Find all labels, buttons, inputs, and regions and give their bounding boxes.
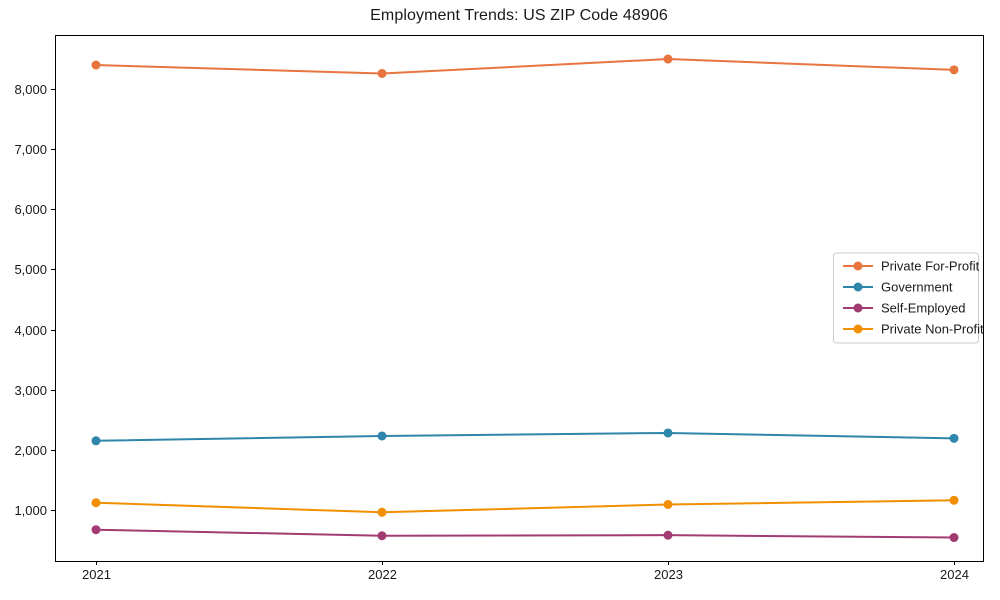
y-tick-label: 1,000 xyxy=(14,503,47,518)
legend-marker-government xyxy=(853,282,863,292)
legend-label-self-employed: Self-Employed xyxy=(881,301,966,316)
x-tick-label: 2022 xyxy=(368,567,397,582)
legend-marker-private-non-profit xyxy=(853,324,863,334)
y-tick-label: 7,000 xyxy=(14,142,47,157)
data-point-self-employed-2022 xyxy=(377,531,387,541)
data-point-private-non-profit-2021 xyxy=(91,498,101,508)
data-point-government-2021 xyxy=(91,436,101,446)
data-point-private-for-profit-2024 xyxy=(949,65,959,75)
y-tick-label: 2,000 xyxy=(14,443,47,458)
y-tick-label: 6,000 xyxy=(14,202,47,217)
legend-box xyxy=(833,252,979,344)
x-tick-label: 2021 xyxy=(82,567,111,582)
data-point-private-non-profit-2024 xyxy=(949,495,959,505)
x-tick-label: 2024 xyxy=(940,567,969,582)
plot-border xyxy=(55,35,984,562)
chart-title: Employment Trends: US ZIP Code 48906 xyxy=(370,7,668,24)
y-tick-label: 3,000 xyxy=(14,383,47,398)
series-line-private-non-profit xyxy=(95,499,955,514)
series-line-government xyxy=(95,431,955,442)
data-point-private-for-profit-2022 xyxy=(377,68,387,78)
y-tick-label: 5,000 xyxy=(14,262,47,277)
data-point-private-non-profit-2023 xyxy=(663,499,673,509)
data-point-private-for-profit-2023 xyxy=(663,54,673,64)
data-point-self-employed-2024 xyxy=(949,533,959,543)
x-tick-label: 2023 xyxy=(654,567,683,582)
legend-marker-private-for-profit xyxy=(853,261,863,271)
data-point-self-employed-2023 xyxy=(663,530,673,540)
y-tick-label: 4,000 xyxy=(14,323,47,338)
legend-label-government: Government xyxy=(881,280,953,295)
legend-label-private-for-profit: Private For-Profit xyxy=(881,259,980,274)
data-point-government-2023 xyxy=(663,428,673,438)
data-point-government-2022 xyxy=(377,431,387,441)
data-point-private-non-profit-2022 xyxy=(377,507,387,517)
legend-marker-self-employed xyxy=(853,303,863,313)
series-line-self-employed xyxy=(95,528,955,539)
data-point-self-employed-2021 xyxy=(91,525,101,535)
y-tick-label: 8,000 xyxy=(14,82,47,97)
legend-label-private-non-profit: Private Non-Profit xyxy=(881,322,984,337)
data-point-private-for-profit-2021 xyxy=(91,60,101,70)
series-line-private-for-profit xyxy=(95,58,955,75)
data-point-government-2024 xyxy=(949,433,959,443)
